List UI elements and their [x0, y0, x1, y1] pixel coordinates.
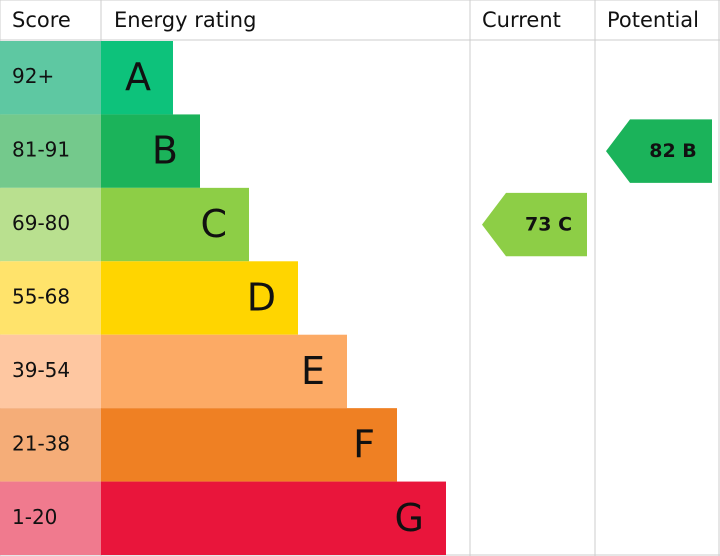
rating-letter: C	[200, 202, 227, 246]
score-cell	[0, 187, 101, 262]
rating-bar	[101, 481, 446, 555]
score-label: 39-54	[12, 358, 70, 382]
score-label: 81-91	[12, 138, 70, 162]
potential-rating: B	[682, 140, 696, 162]
rating-bar	[101, 187, 249, 262]
potential-arrow	[606, 119, 712, 183]
score-cell	[0, 408, 101, 482]
current-label: 73 C	[525, 213, 572, 235]
score-cell	[0, 334, 101, 409]
current-arrow	[482, 192, 587, 257]
rating-bar	[101, 408, 397, 482]
current-rating: C	[558, 213, 572, 235]
score-label: 1-20	[12, 505, 57, 529]
rating-bar	[101, 41, 173, 115]
rating-bar	[101, 114, 200, 188]
rating-bar	[101, 261, 298, 335]
rating-bar	[101, 334, 347, 409]
rating-letter: F	[353, 422, 375, 466]
score-cell	[0, 114, 101, 188]
rating-letter: B	[152, 129, 178, 173]
score-label: 55-68	[12, 285, 70, 309]
score-label: 21-38	[12, 431, 70, 455]
rating-letter: A	[125, 55, 151, 99]
potential-label: 82 B	[649, 140, 697, 162]
header-potential: Potential	[607, 8, 699, 32]
score-cell	[0, 261, 101, 335]
header-score: Score	[12, 8, 71, 32]
score-cell	[0, 481, 101, 555]
score-label: 92+	[12, 64, 54, 88]
rating-letter: D	[247, 276, 276, 320]
score-label: 69-80	[12, 211, 70, 235]
current-score: 73	[525, 213, 551, 235]
score-cell	[0, 41, 101, 115]
header-current: Current	[482, 8, 561, 32]
rating-letter: G	[395, 496, 424, 540]
rating-letter: E	[301, 349, 325, 393]
potential-score: 82	[649, 140, 675, 162]
header-rating: Energy rating	[114, 8, 256, 32]
